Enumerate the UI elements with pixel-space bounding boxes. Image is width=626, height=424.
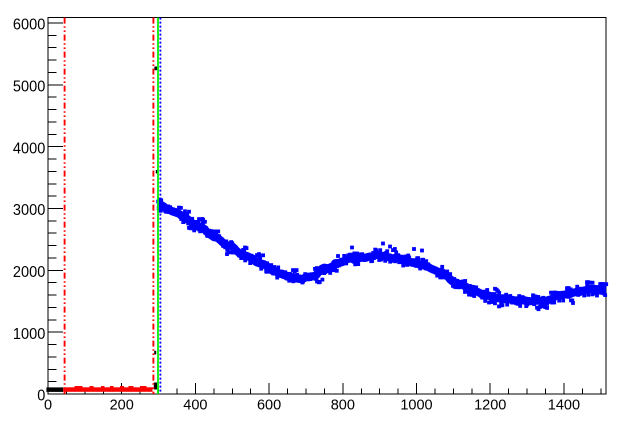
svg-text:0: 0 <box>44 398 52 414</box>
svg-text:1000: 1000 <box>400 398 432 414</box>
svg-text:400: 400 <box>183 398 207 414</box>
svg-text:2000: 2000 <box>13 263 45 281</box>
svg-text:1000: 1000 <box>13 325 45 343</box>
svg-text:200: 200 <box>110 398 134 414</box>
svg-text:600: 600 <box>257 398 281 414</box>
svg-text:1200: 1200 <box>474 398 506 414</box>
svg-text:5000: 5000 <box>13 78 45 96</box>
svg-text:800: 800 <box>331 398 355 414</box>
svg-text:1400: 1400 <box>548 398 580 414</box>
svg-text:3000: 3000 <box>13 202 45 220</box>
svg-text:0: 0 <box>37 387 45 405</box>
svg-text:6000: 6000 <box>13 16 45 34</box>
svg-text:4000: 4000 <box>13 140 45 158</box>
